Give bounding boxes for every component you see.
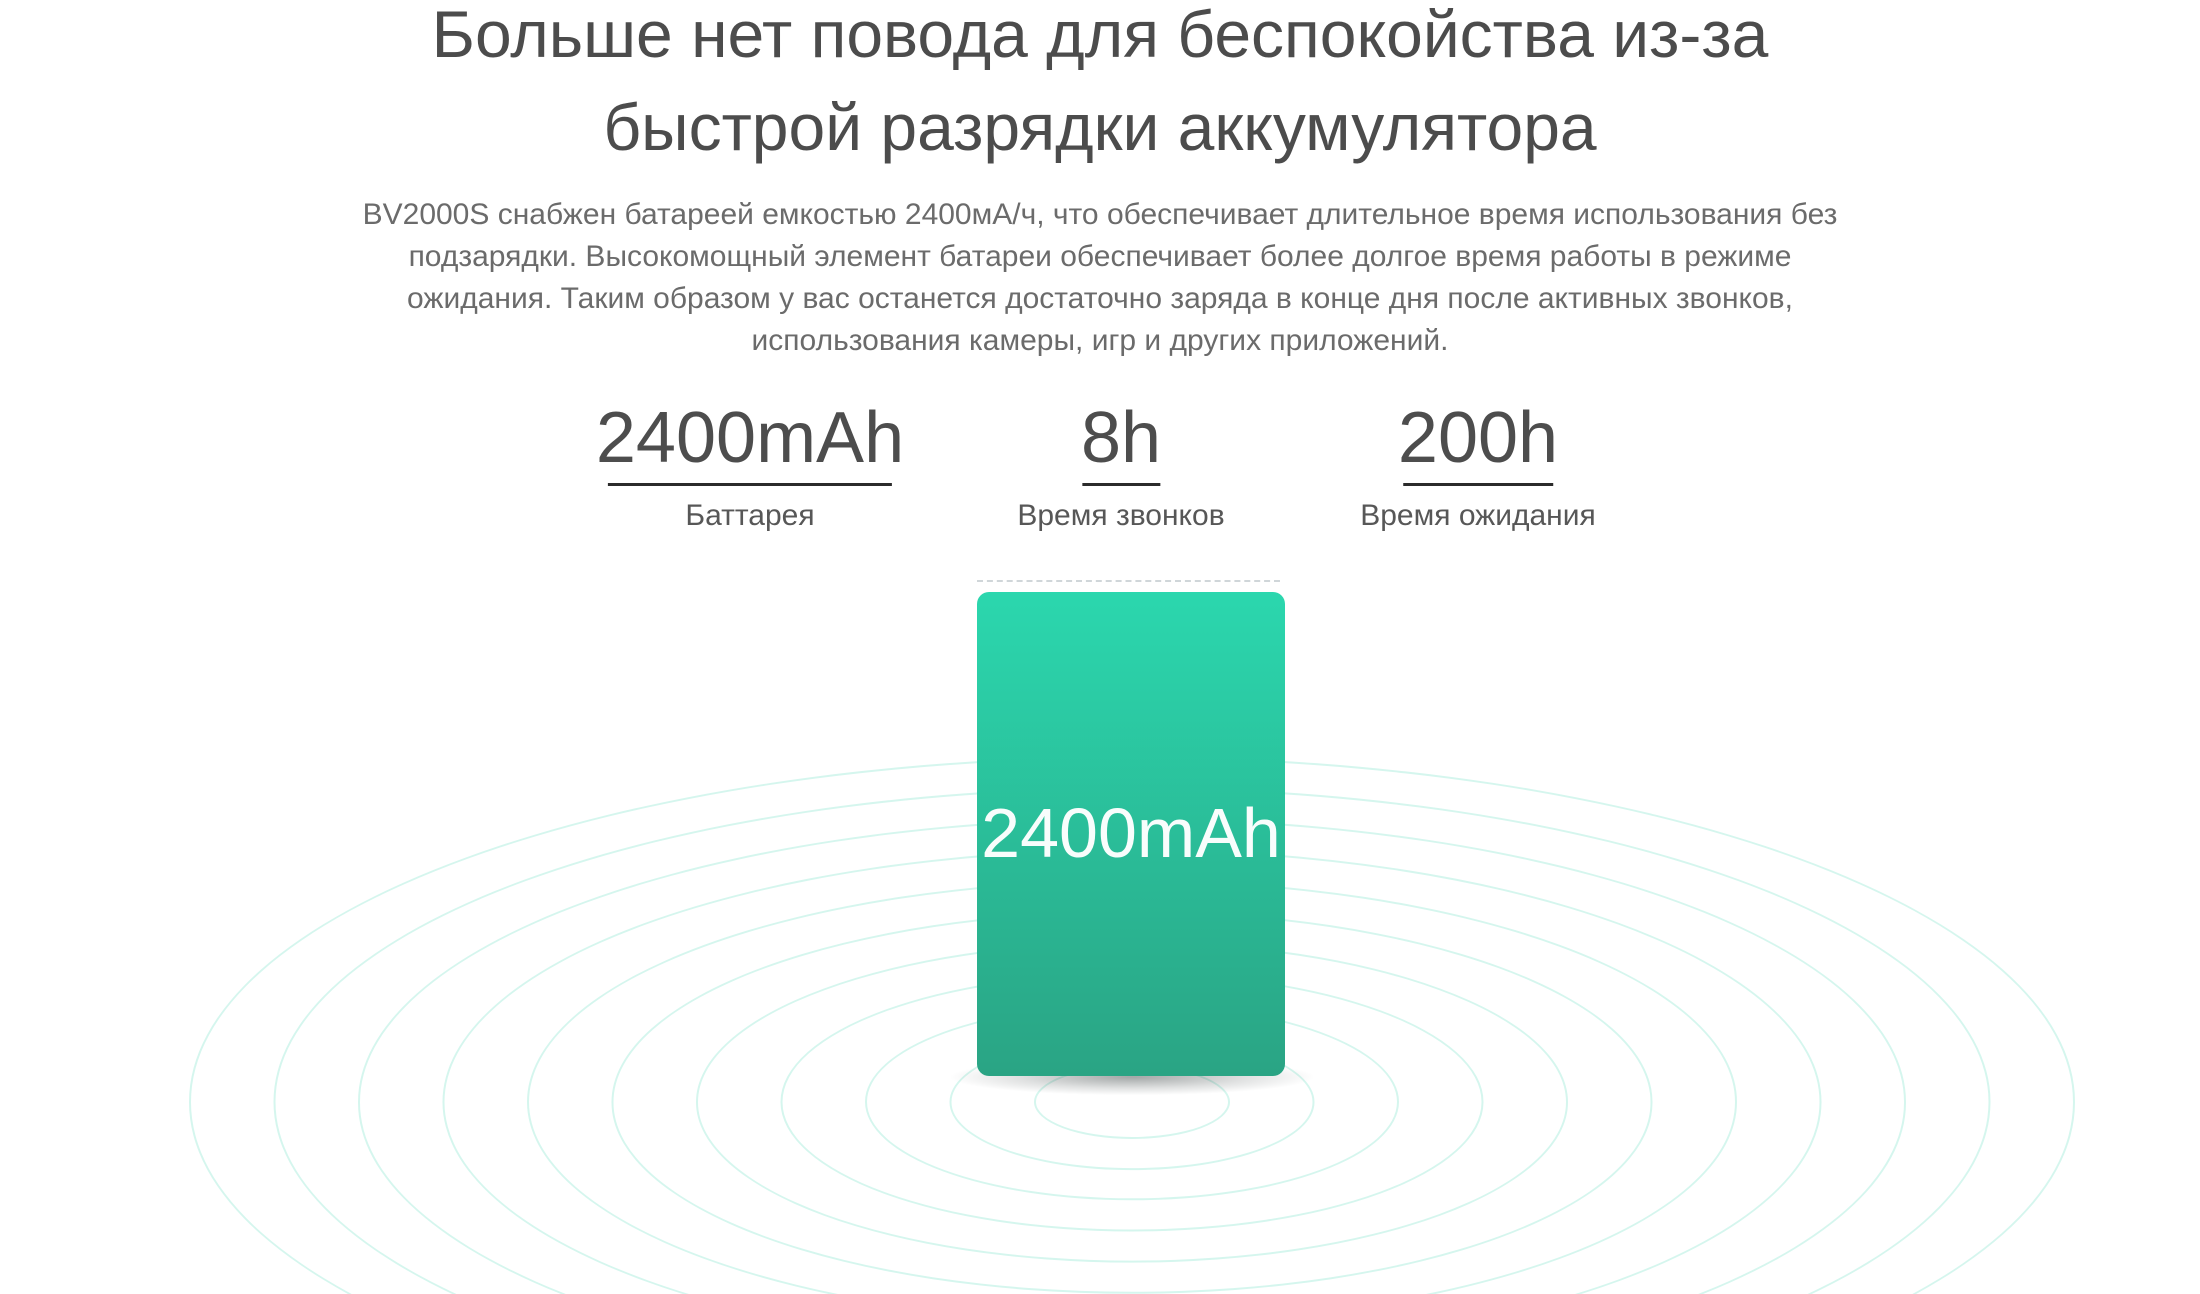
- section-description: BV2000S снабжен батареей емкостью 2400мА…: [270, 194, 1930, 362]
- battery-capacity-text: 2400mAh: [981, 794, 1281, 872]
- description-line-1: BV2000S снабжен батареей емкостью 2400мА…: [362, 198, 1838, 231]
- description-line-2: подзарядки. Высокомощный элемент батареи…: [408, 240, 1792, 273]
- stat-talk-time-label: Время звонков: [1017, 499, 1225, 532]
- stat-underline: [1403, 483, 1553, 486]
- section-title-line-2: быстрой разрядки аккумулятора: [603, 90, 1597, 164]
- stat-standby-time: 200h Время ожидания: [1360, 402, 1596, 533]
- stat-battery-capacity: 2400mAh Баттарея: [596, 402, 904, 533]
- stat-talk-time-value: 8h: [1080, 398, 1162, 478]
- stat-talk-time: 8h Время звонков: [1017, 402, 1224, 533]
- stat-battery-capacity-value: 2400mAh: [595, 398, 905, 478]
- stat-standby-time-value: 200h: [1397, 398, 1559, 478]
- battery-ghost-dashed-line: [977, 580, 1280, 582]
- description-line-3: ожидания. Таким образом у вас останется …: [407, 282, 1793, 315]
- battery-illustration: 2400mAh: [977, 592, 1285, 1076]
- stat-standby-time-label: Время ожидания: [1360, 499, 1596, 532]
- section-title-line-1: Больше нет повода для беспокойства из-за: [431, 0, 1769, 71]
- section-title: Больше нет повода для беспокойства из-за…: [0, 0, 2200, 174]
- stat-battery-capacity-label: Баттарея: [685, 499, 815, 532]
- stat-underline: [608, 483, 892, 486]
- description-line-4: использования камеры, игр и других прило…: [751, 324, 1449, 357]
- stat-underline: [1082, 483, 1160, 486]
